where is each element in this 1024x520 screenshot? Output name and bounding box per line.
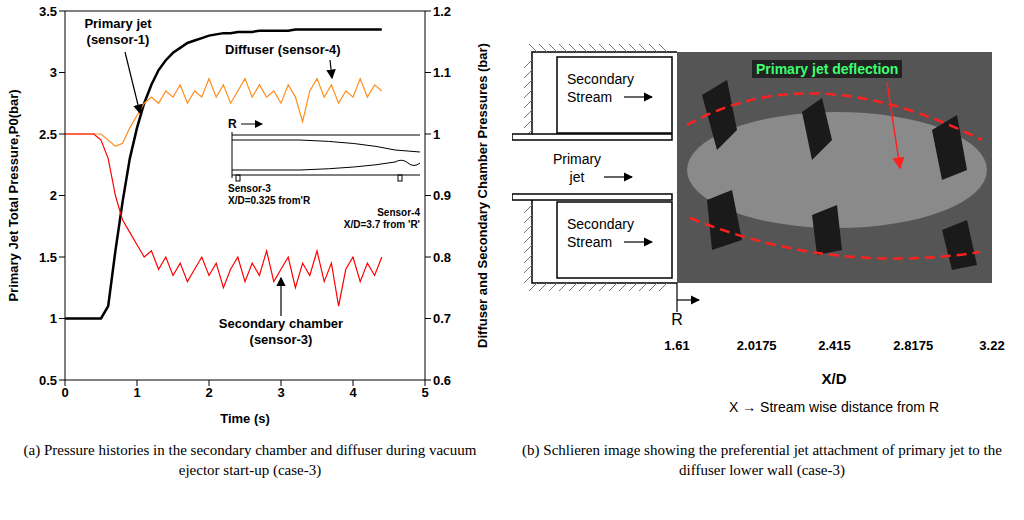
svg-text:3: 3 — [277, 385, 284, 400]
svg-text:Diffuser and Secondary Chamber: Diffuser and Secondary Chamber Pressures… — [475, 43, 490, 348]
svg-text:3: 3 — [50, 65, 57, 80]
html-text:Primary jet (sensor-1): Primary jet (sensor-1) — [84, 16, 152, 47]
svg-text:1.1: 1.1 — [433, 65, 451, 80]
html-text:Secondary Stream: Secondary Stream — [567, 71, 634, 105]
svg-text:2.5: 2.5 — [39, 127, 57, 142]
svg-text:X/D=3.7 from 'R': X/D=3.7 from 'R' — [344, 219, 420, 230]
svg-text:1.5: 1.5 — [39, 250, 57, 265]
html-text:Primary jet deflection: Primary jet deflection — [756, 61, 899, 77]
html-text:(b) Schlieren image showing th: (b) Schlieren image showing the preferen… — [522, 442, 1002, 478]
html-text:(a) Pressure histories in the: (a) Pressure histories in the secondary … — [23, 442, 477, 478]
svg-text:X/D=0.325 from'R: X/D=0.325 from'R — [228, 195, 311, 206]
html-text:Secondary Stream: Secondary Stream — [567, 216, 634, 250]
svg-text:5: 5 — [421, 385, 428, 400]
svg-text:1: 1 — [50, 311, 57, 326]
svg-text:Primary Jet Total Pressure,P0(: Primary Jet Total Pressure,P0(bar) — [6, 89, 21, 301]
svg-text:Sensor-4: Sensor-4 — [377, 207, 420, 218]
html-text:2.415: 2.415 — [818, 338, 851, 353]
html-text:1.61: 1.61 — [664, 338, 690, 353]
svg-text:Sensor-3: Sensor-3 — [228, 183, 271, 194]
svg-text:0.6: 0.6 — [433, 373, 451, 388]
svg-text:R: R — [228, 117, 237, 131]
html-text:2.0175: 2.0175 — [736, 338, 777, 353]
html-text:Diffuser (sensor-4): Diffuser (sensor-4) — [225, 42, 341, 57]
svg-text:2: 2 — [205, 385, 212, 400]
svg-text:0: 0 — [61, 385, 68, 400]
svg-text:0.8: 0.8 — [433, 250, 451, 265]
html-text:X → Stream wise distance from: X → Stream wise distance from R — [729, 399, 939, 415]
svg-text:3.5: 3.5 — [39, 4, 57, 19]
html-text:Secondary chamber (sensor-3): Secondary chamber (sensor-3) — [218, 316, 344, 347]
html-text:X/D: X/D — [821, 370, 847, 387]
svg-text:2: 2 — [50, 188, 57, 203]
svg-text:0.9: 0.9 — [433, 188, 451, 203]
svg-text:1: 1 — [133, 385, 140, 400]
svg-text:0.5: 0.5 — [39, 373, 57, 388]
svg-text:0.7: 0.7 — [433, 311, 451, 326]
svg-text:1.2: 1.2 — [433, 4, 451, 19]
svg-text:1: 1 — [433, 127, 440, 142]
svg-text:Time (s): Time (s) — [220, 411, 270, 426]
svg-text:4: 4 — [349, 385, 357, 400]
html-text:R: R — [671, 311, 683, 328]
html-text:2.8175: 2.8175 — [893, 338, 934, 353]
html-text:3.22: 3.22 — [979, 338, 1005, 353]
html-text:Primary jet: Primary jet — [552, 151, 602, 185]
